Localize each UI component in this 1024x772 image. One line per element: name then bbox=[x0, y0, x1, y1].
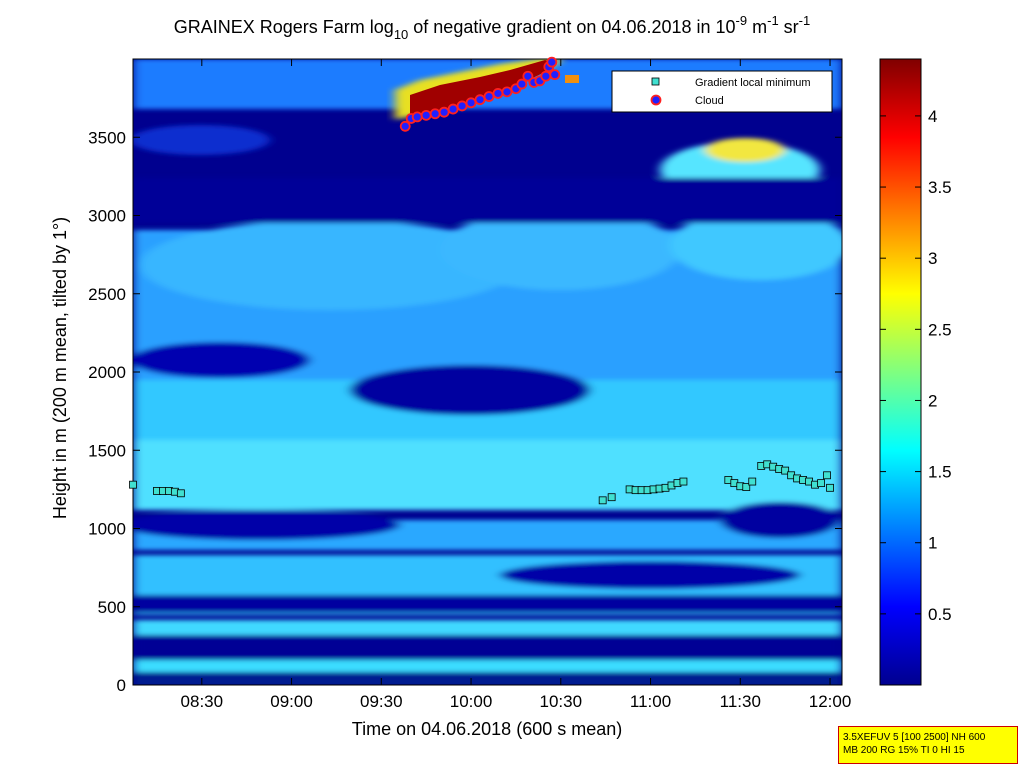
legend-marker-minimum bbox=[651, 77, 660, 86]
colorbar: 0.5 1 1.5 2 2.5 3 3.5 4 bbox=[879, 58, 952, 686]
cloud-point bbox=[546, 56, 558, 68]
gradient-minimum-point bbox=[679, 477, 688, 486]
heatmap-field bbox=[133, 59, 842, 685]
cloud-point bbox=[411, 111, 423, 123]
cloud-point bbox=[456, 100, 468, 112]
cloud-point bbox=[540, 70, 552, 82]
x-tick-label: 11:30 bbox=[720, 692, 761, 711]
cloud-point bbox=[483, 91, 495, 102]
info-line-2: MB 200 RG 15% TI 0 HI 15 bbox=[843, 745, 965, 756]
cloud-point bbox=[438, 106, 450, 118]
y-axis: 0 500 1000 1500 2000 2500 3000 3500 bbox=[88, 128, 842, 695]
x-tick-label: 10:00 bbox=[450, 692, 493, 711]
gradient-minimum-point bbox=[823, 471, 831, 480]
x-tick-label: 12:00 bbox=[809, 692, 852, 711]
x-tick-label: 10:30 bbox=[540, 692, 583, 711]
cloud-point bbox=[492, 88, 504, 99]
chart-title: GRAINEX Rogers Farm log10 of negative gr… bbox=[174, 13, 810, 42]
colorbar-ticks: 0.5 1 1.5 2 2.5 3 3.5 4 bbox=[880, 107, 952, 624]
cloud-point bbox=[399, 120, 411, 132]
x-axis-label: Time on 04.06.2018 (600 s mean) bbox=[352, 719, 623, 739]
legend-label-cloud: Cloud bbox=[695, 95, 724, 107]
gradient-minimum-point bbox=[598, 496, 607, 505]
y-tick-label: 3500 bbox=[88, 128, 126, 147]
legend: Gradient local minimum Cloud bbox=[611, 70, 833, 113]
y-tick-label: 3000 bbox=[88, 207, 126, 226]
markers-layer bbox=[129, 56, 834, 505]
cloud-point bbox=[465, 97, 477, 109]
x-axis: 08:30 09:00 09:30 10:00 10:30 11:00 11:30 12:00 bbox=[181, 59, 852, 711]
cloud-point bbox=[501, 86, 513, 98]
x-tick-label: 09:00 bbox=[270, 692, 313, 711]
cloud-point bbox=[429, 108, 441, 120]
colorbar-tick-label: 1.5 bbox=[928, 463, 952, 482]
y-tick-label: 0 bbox=[117, 676, 126, 695]
cloud-point bbox=[516, 78, 528, 90]
gradient-minimum-point bbox=[748, 477, 757, 486]
y-tick-label: 1500 bbox=[88, 441, 126, 460]
cloud-point bbox=[549, 69, 561, 81]
info-line-1: 3.5XEFUV 5 [100 2500] NH 600 bbox=[843, 732, 986, 743]
gradient-minimum-point bbox=[826, 483, 834, 492]
gradient-minimum-point bbox=[781, 466, 790, 475]
cloud-point bbox=[522, 70, 534, 82]
gradient-minimum-point bbox=[607, 493, 616, 502]
colorbar-tick-label: 3.5 bbox=[928, 178, 952, 197]
colorbar-tick-label: 2.5 bbox=[928, 320, 952, 339]
colorbar-tick-label: 1 bbox=[928, 534, 937, 553]
gradient-minimum-point bbox=[176, 489, 185, 498]
x-tick-label: 11:00 bbox=[630, 692, 671, 711]
cloud-point bbox=[447, 103, 459, 115]
colorbar-tick-label: 0.5 bbox=[928, 605, 952, 624]
parameter-info-box: 3.5XEFUV 5 [100 2500] NH 600 MB 200 RG 1… bbox=[838, 726, 1018, 764]
y-axis-label: Height in m (200 m mean, tilted by 1°) bbox=[50, 217, 70, 519]
colorbar-tick-label: 4 bbox=[928, 107, 937, 126]
colorbar-tick-label: 2 bbox=[928, 391, 937, 410]
x-tick-label: 09:30 bbox=[360, 692, 403, 711]
y-tick-label: 2500 bbox=[88, 285, 126, 304]
x-tick-label: 08:30 bbox=[181, 692, 224, 711]
colorbar-tick-label: 3 bbox=[928, 249, 937, 268]
cloud-point bbox=[420, 109, 432, 121]
legend-label-minimum: Gradient local minimum bbox=[695, 77, 811, 89]
y-tick-label: 1000 bbox=[88, 520, 126, 539]
cloud-point bbox=[474, 94, 486, 106]
y-tick-label: 2000 bbox=[88, 363, 126, 382]
gradient-minimum-point bbox=[817, 479, 825, 488]
legend-marker-cloud bbox=[650, 94, 662, 106]
y-tick-label: 500 bbox=[98, 598, 126, 617]
gradient-minimum-point bbox=[129, 480, 137, 489]
gradient-minimum-point bbox=[742, 483, 751, 491]
